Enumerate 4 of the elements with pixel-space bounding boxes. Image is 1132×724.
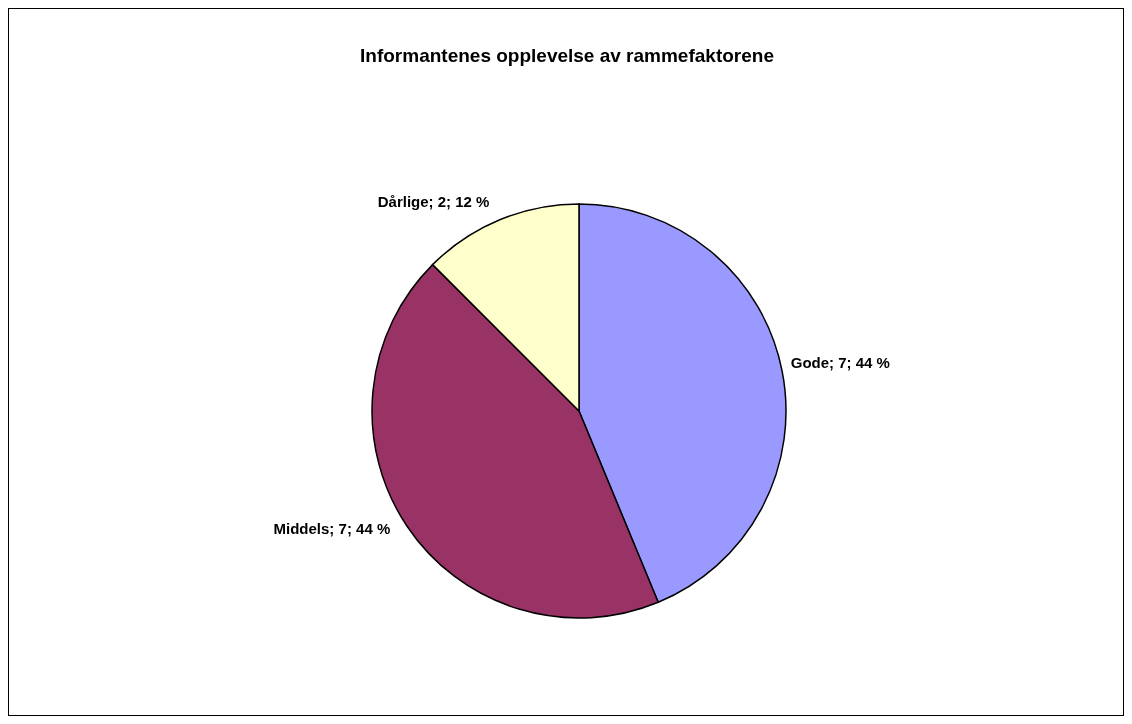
slice-label: Middels; 7; 44 % xyxy=(273,520,391,538)
slice-label: Gode; 7; 44 % xyxy=(790,354,890,372)
slice-label: Dårlige; 2; 12 % xyxy=(377,193,490,211)
chart-title: Informantenes opplevelse av rammefaktorene xyxy=(359,45,775,67)
